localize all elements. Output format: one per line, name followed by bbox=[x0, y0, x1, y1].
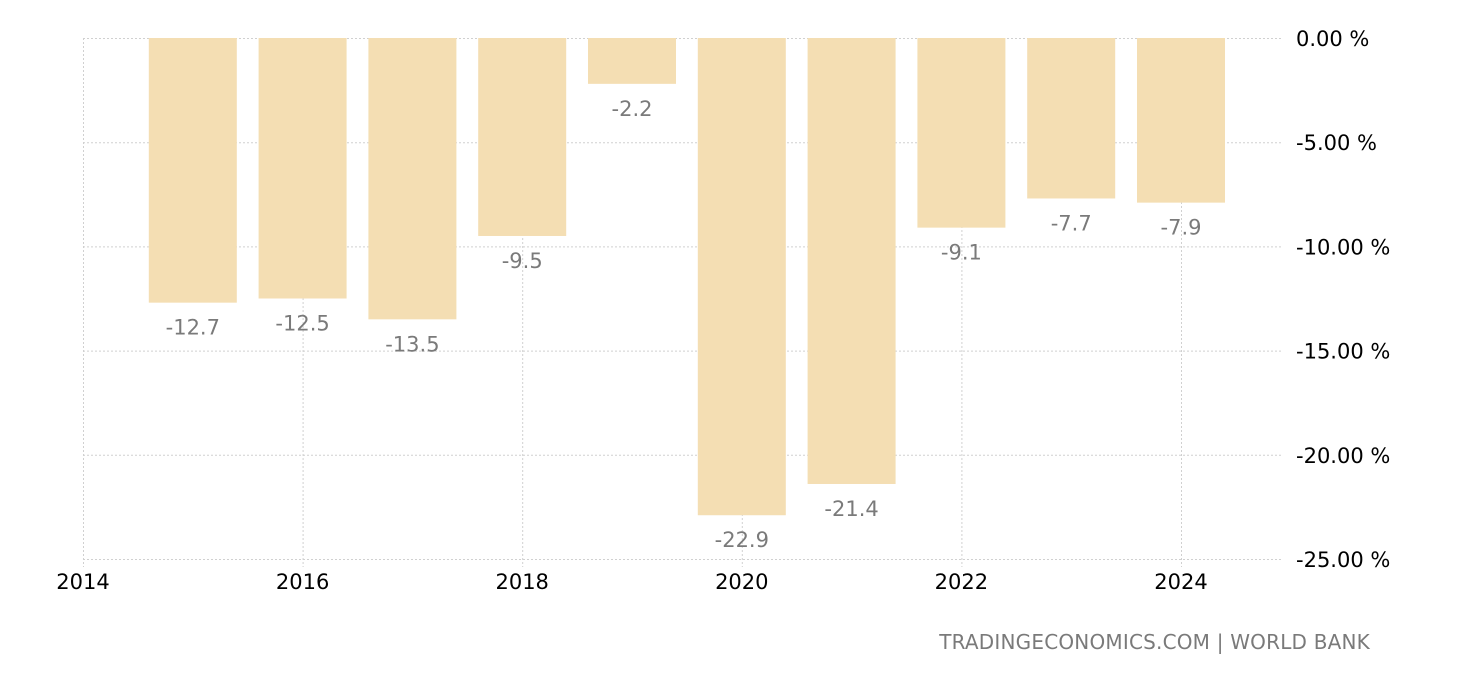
data-label-2018: -9.5 bbox=[502, 249, 543, 273]
bar-2022 bbox=[917, 38, 1006, 228]
y-tick-label: -20.00 % bbox=[1296, 444, 1390, 468]
y-tick-label: -10.00 % bbox=[1296, 235, 1390, 259]
x-tick-label: 2024 bbox=[1154, 570, 1207, 594]
y-tick-label: -5.00 % bbox=[1296, 131, 1377, 155]
bar-2023 bbox=[1027, 38, 1116, 199]
bar-2017 bbox=[368, 38, 457, 320]
x-tick-label: 2016 bbox=[276, 570, 329, 594]
bar-2015 bbox=[148, 38, 237, 303]
data-label-2021: -21.4 bbox=[824, 497, 878, 521]
x-tick-label: 2020 bbox=[715, 570, 768, 594]
bars bbox=[148, 38, 1225, 516]
y-tick-label: 0.00 % bbox=[1296, 27, 1369, 51]
data-label-2016: -12.5 bbox=[275, 312, 329, 336]
data-label-2017: -13.5 bbox=[385, 332, 439, 356]
data-label-2015: -12.7 bbox=[166, 316, 220, 340]
bar-2020 bbox=[697, 38, 786, 516]
x-tick-label: 2018 bbox=[495, 570, 548, 594]
bar-2019 bbox=[588, 38, 676, 84]
bar-2021 bbox=[807, 38, 896, 484]
bar-2016 bbox=[258, 38, 347, 299]
source-attribution: TRADINGECONOMICS.COM | WORLD BANK bbox=[939, 630, 1370, 654]
x-tick-label: 2022 bbox=[935, 570, 988, 594]
data-label-2022: -9.1 bbox=[941, 241, 982, 265]
x-tick-label: 2014 bbox=[56, 570, 109, 594]
data-label-2020: -22.9 bbox=[715, 528, 769, 552]
bar-2018 bbox=[478, 38, 567, 236]
data-labels: -12.7 -12.5 -13.5 -9.5 -2.2 -22.9 -21.4 -9.1 -7.… bbox=[166, 97, 1202, 552]
x-axis-ticks: 2014 2016 2018 2020 2022 2024 bbox=[56, 570, 1207, 594]
data-label-2019: -2.2 bbox=[612, 97, 653, 121]
y-tick-label: -15.00 % bbox=[1296, 340, 1390, 364]
y-axis-ticks: 0.00 % -5.00 % -10.00 % -15.00 % -20.00 % -25… bbox=[1296, 27, 1390, 572]
data-label-2024: -7.9 bbox=[1161, 216, 1202, 240]
data-label-2023: -7.7 bbox=[1051, 211, 1092, 235]
y-tick-label: -25.00 % bbox=[1296, 548, 1390, 572]
bar-2024 bbox=[1137, 38, 1225, 203]
